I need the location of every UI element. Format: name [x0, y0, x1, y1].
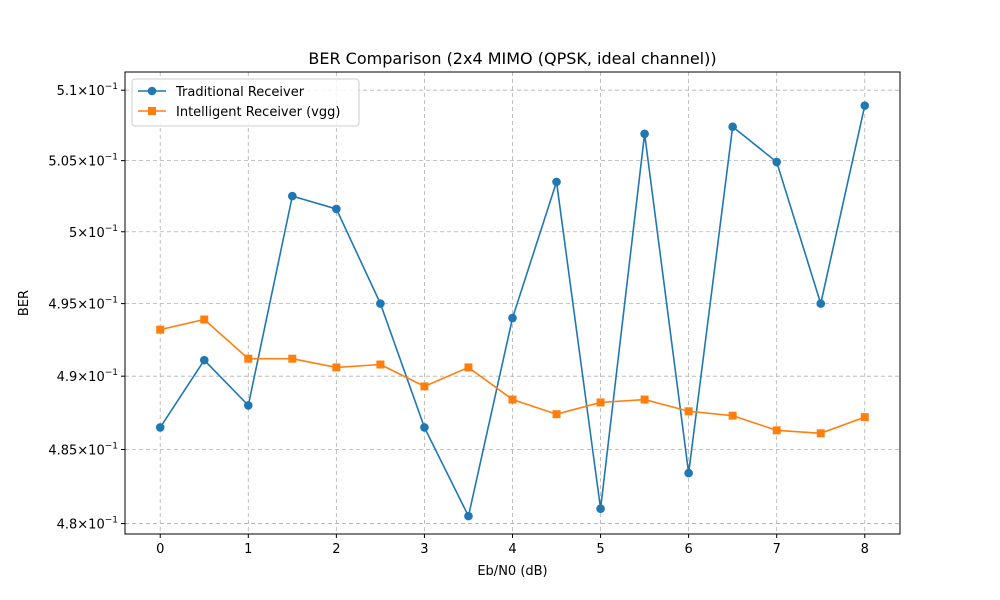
data-point: [684, 468, 693, 478]
y-tick-label: 5.05×10−1: [48, 153, 118, 170]
grid-lines: [125, 72, 900, 534]
series-1: [155, 101, 870, 521]
legend-item: Traditional Receiver: [138, 85, 305, 100]
y-tick-mantissa: 4.85: [48, 443, 77, 458]
x-tick-label: 5: [596, 542, 604, 557]
data-point: [288, 354, 297, 363]
y-tick-exponent: −1: [105, 296, 118, 306]
legend-marker: [147, 86, 157, 96]
x-tick-label: 0: [156, 542, 164, 557]
data-point: [596, 398, 605, 407]
y-tick-label: 4.8×10−1: [57, 516, 118, 533]
data-point: [156, 325, 165, 334]
data-point: [640, 395, 649, 404]
y-tick-exponent: −1: [105, 82, 118, 92]
y-tick-times: ×: [77, 226, 88, 241]
y-tick-base: 10: [88, 226, 105, 241]
series-layer: [155, 101, 870, 521]
y-tick-mantissa: 4.9: [57, 370, 78, 385]
data-point: [200, 315, 209, 324]
x-axis-label: Eb/N0 (dB): [477, 564, 547, 579]
data-point: [508, 313, 517, 323]
series-2: [156, 315, 869, 438]
y-tick-exponent: −1: [105, 224, 118, 234]
data-point: [640, 129, 649, 139]
y-tick-mantissa: 5.05: [48, 155, 77, 170]
y-tick-mantissa: 4.8: [57, 518, 78, 533]
data-point: [288, 191, 297, 201]
data-point: [596, 504, 605, 513]
y-tick-mantissa: 4.95: [48, 298, 77, 313]
x-tick-label: 7: [773, 542, 781, 557]
data-point: [332, 363, 341, 372]
y-tick-exponent: −1: [105, 441, 118, 451]
data-point: [816, 429, 825, 438]
legend: Traditional Receiver Intelligent Receiver…: [131, 78, 360, 127]
legend-label: Intelligent Receiver (vgg): [176, 105, 340, 120]
data-point: [155, 423, 165, 432]
y-axis-label: BER: [17, 290, 32, 316]
y-tick-label: 4.85×10−1: [48, 441, 118, 458]
y-tick-label: 5×10−1: [69, 224, 118, 241]
y-tick-base: 10: [88, 298, 105, 313]
y-tick-times: ×: [77, 443, 88, 458]
y-tick-times: ×: [77, 155, 88, 170]
y-tick-times: ×: [77, 298, 88, 313]
data-point: [243, 401, 253, 410]
y-tick-label: 4.95×10−1: [48, 296, 118, 313]
data-point: [420, 382, 429, 391]
data-point: [860, 101, 870, 110]
y-tick-base: 10: [88, 84, 105, 99]
y-tick-label: 5.1×10−1: [57, 82, 118, 99]
y-tick-label: 4.9×10−1: [57, 368, 118, 385]
data-point: [552, 177, 561, 187]
data-point: [772, 426, 781, 435]
x-tick-label: 4: [508, 542, 516, 557]
data-point: [464, 363, 473, 372]
data-point: [376, 360, 385, 369]
data-point: [728, 122, 737, 132]
x-tick-label: 8: [861, 542, 869, 557]
y-tick-base: 10: [88, 443, 105, 458]
data-point: [464, 511, 473, 521]
y-tick-exponent: −1: [105, 516, 118, 526]
y-tick-base: 10: [88, 370, 105, 385]
y-tick-exponent: −1: [105, 153, 118, 163]
data-point: [552, 410, 561, 419]
legend-label: Traditional Receiver: [175, 85, 305, 100]
legend-box: [131, 78, 360, 127]
y-axis-ticks: 4.8×10−14.85×10−14.9×10−14.95×10−15×10−1…: [48, 82, 125, 533]
y-tick-times: ×: [77, 370, 88, 385]
data-point: [199, 355, 209, 365]
data-point: [816, 299, 826, 308]
data-point: [508, 395, 517, 404]
x-tick-label: 6: [684, 542, 692, 557]
data-point: [728, 411, 737, 420]
data-point: [244, 354, 253, 363]
data-point: [420, 423, 429, 432]
data-point: [772, 157, 782, 167]
x-tick-label: 2: [332, 542, 340, 557]
y-tick-mantissa: 5: [69, 226, 77, 241]
x-tick-label: 1: [244, 542, 252, 557]
legend-item: Intelligent Receiver (vgg): [138, 105, 340, 120]
legend-marker: [148, 107, 156, 115]
y-tick-times: ×: [77, 518, 88, 533]
data-point: [684, 407, 693, 416]
data-point: [376, 299, 385, 308]
y-tick-times: ×: [77, 84, 88, 99]
y-tick-base: 10: [88, 155, 105, 170]
x-tick-label: 3: [420, 542, 428, 557]
x-axis-ticks: 0 1 2 3 4 5 6 7 8: [156, 534, 869, 557]
data-point: [860, 413, 869, 422]
y-tick-mantissa: 5.1: [57, 84, 78, 99]
y-tick-exponent: −1: [105, 368, 118, 378]
y-tick-base: 10: [88, 518, 105, 533]
chart-title: BER Comparison (2x4 MIMO (QPSK, ideal ch…: [308, 49, 716, 68]
data-point: [332, 204, 341, 214]
